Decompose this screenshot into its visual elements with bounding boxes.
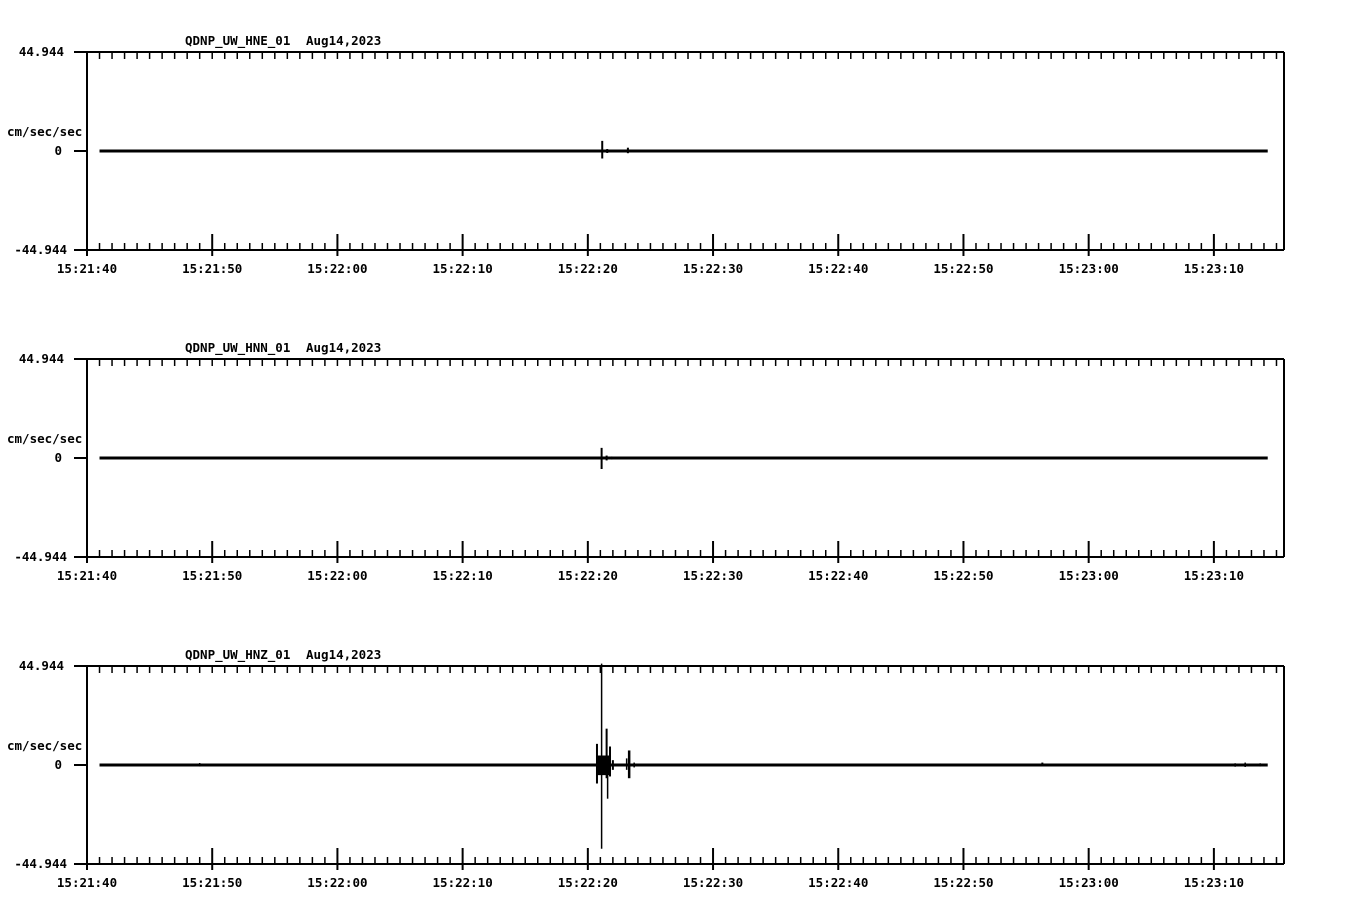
y-ticks xyxy=(74,665,87,865)
x-axis-tick-label: 15:23:00 xyxy=(1059,568,1119,583)
panel-date-label: Aug14,2023 xyxy=(306,647,381,662)
x-axis-tick-label: 15:21:50 xyxy=(182,568,242,583)
x-major-ticks xyxy=(86,848,1215,870)
waveform-spikes xyxy=(601,140,943,159)
x-axis-tick-label: 15:22:20 xyxy=(558,875,618,890)
axis-frame xyxy=(86,51,1285,256)
panel-title: QDNP_UW_HNZ_01 xyxy=(185,647,290,663)
x-axis-tick-label: 15:22:10 xyxy=(433,568,493,583)
y-axis-unit-label: cm/sec/sec xyxy=(7,124,82,139)
x-axis-tick-label: 15:22:10 xyxy=(433,875,493,890)
x-axis-tick-label: 15:23:10 xyxy=(1184,568,1244,583)
panel-date-label: Aug14,2023 xyxy=(306,33,381,48)
x-axis-tick-label: 15:22:20 xyxy=(558,568,618,583)
y-ticks xyxy=(74,358,87,558)
y-axis-min-label: -44.944 xyxy=(14,549,67,564)
panel-title: QDNP_UW_HNN_01 xyxy=(185,340,290,356)
x-major-ticks xyxy=(86,541,1215,563)
seismogram-svg-hnz: 15:21:40 15:21:50 15:22:00 15:22:10 15:22:20… xyxy=(7,647,1285,890)
x-axis-tick-label: 15:21:50 xyxy=(182,261,242,276)
x-axis-tick-label: 15:21:40 xyxy=(57,875,117,890)
x-axis-tick-label: 15:22:30 xyxy=(683,875,743,890)
x-axis-tick-label: 15:21:40 xyxy=(57,568,117,583)
y-axis-zero-label: 0 xyxy=(54,450,62,465)
x-axis-tick-label: 15:22:40 xyxy=(808,875,868,890)
x-axis-tick-label: 15:23:00 xyxy=(1059,875,1119,890)
seismogram-svg-hne: 15:21:40 15:21:50 15:22:00 15:22:10 15:22:20… xyxy=(7,33,1285,276)
y-axis-zero-label: 0 xyxy=(54,143,62,158)
axis-frame xyxy=(86,665,1285,870)
y-axis-zero-label: 0 xyxy=(54,757,62,772)
x-axis-tick-label: 15:23:10 xyxy=(1184,875,1244,890)
x-minor-ticks xyxy=(98,666,1278,864)
x-axis-tick-label: 15:22:50 xyxy=(933,568,993,583)
x-axis-tick-label: 15:23:10 xyxy=(1184,261,1244,276)
waveform-spikes xyxy=(600,447,1203,470)
seismogram-panel-1: 15:21:40 15:21:50 15:22:00 15:22:10 15:22:20… xyxy=(0,0,1358,307)
x-minor-ticks xyxy=(98,52,1278,250)
panel-date-label: Aug14,2023 xyxy=(306,340,381,355)
x-axis-tick-label: 15:22:00 xyxy=(307,875,367,890)
y-axis-min-label: -44.944 xyxy=(14,856,67,871)
x-axis-tick-label: 15:22:50 xyxy=(933,875,993,890)
y-axis-max-label: 44.944 xyxy=(19,351,64,366)
y-axis-unit-label: cm/sec/sec xyxy=(7,738,82,753)
y-axis-min-label: -44.944 xyxy=(14,242,67,257)
y-axis-max-label: 44.944 xyxy=(19,658,64,673)
y-axis-unit-label: cm/sec/sec xyxy=(7,431,82,446)
x-axis-tick-label: 15:22:00 xyxy=(307,568,367,583)
y-axis-max-label: 44.944 xyxy=(19,44,64,59)
x-major-ticks xyxy=(86,234,1215,256)
x-axis-tick-label: 15:22:40 xyxy=(808,568,868,583)
y-ticks xyxy=(74,51,87,251)
x-axis-tick-label: 15:21:40 xyxy=(57,261,117,276)
waveform-spikes xyxy=(198,663,1266,849)
x-minor-ticks xyxy=(98,359,1278,557)
panel-title: QDNP_UW_HNE_01 xyxy=(185,33,290,49)
axis-frame xyxy=(86,358,1285,563)
x-axis-tick-label: 15:22:50 xyxy=(933,261,993,276)
x-axis-tick-label: 15:21:50 xyxy=(182,875,242,890)
seismogram-panel-2: 15:21:40 15:21:50 15:22:00 15:22:10 15:22:20… xyxy=(0,307,1358,614)
seismogram-svg-hnn: 15:21:40 15:21:50 15:22:00 15:22:10 15:22:20… xyxy=(7,340,1285,583)
x-axis-tick-label: 15:22:10 xyxy=(433,261,493,276)
x-axis-tick-label: 15:23:00 xyxy=(1059,261,1119,276)
seismogram-panel-3: 15:21:40 15:21:50 15:22:00 15:22:10 15:22:20… xyxy=(0,614,1358,924)
x-axis-tick-label: 15:22:40 xyxy=(808,261,868,276)
x-axis-tick-label: 15:22:00 xyxy=(307,261,367,276)
x-axis-tick-label: 15:22:30 xyxy=(683,261,743,276)
x-axis-tick-label: 15:22:20 xyxy=(558,261,618,276)
x-axis-tick-label: 15:22:30 xyxy=(683,568,743,583)
